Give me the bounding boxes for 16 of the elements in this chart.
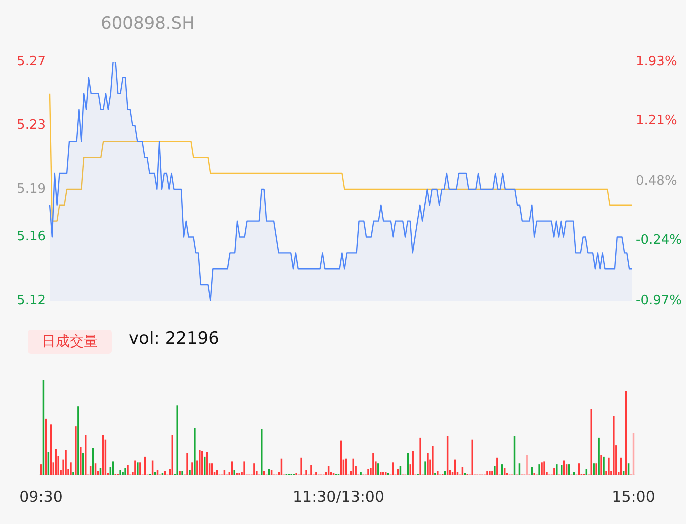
x-tick-label: 11:30/13:00 [292,488,384,506]
y2-tick-label: -0.97% [636,293,682,308]
y-tick-label: 5.27 [17,54,46,70]
x-tick-label: 09:30 [20,488,63,506]
chart-title: 600898.SH [101,14,195,34]
y2-tick-label: 1.93% [636,54,678,70]
x-tick-label: 15:00 [612,488,656,506]
y2-tick-label: 1.21% [636,114,678,129]
y2-tick-label: -0.24% [636,233,682,248]
chart-title: 日成交量 [28,330,112,354]
y-tick-label: 5.12 [17,293,46,308]
y-tick-label: 5.19 [17,182,46,197]
y2-tick-label: 0.48% [636,174,678,189]
chart-subtitle: vol: 22196 [129,329,220,349]
y-tick-label: 5.23 [17,118,46,134]
y-tick-label: 5.16 [17,230,46,245]
